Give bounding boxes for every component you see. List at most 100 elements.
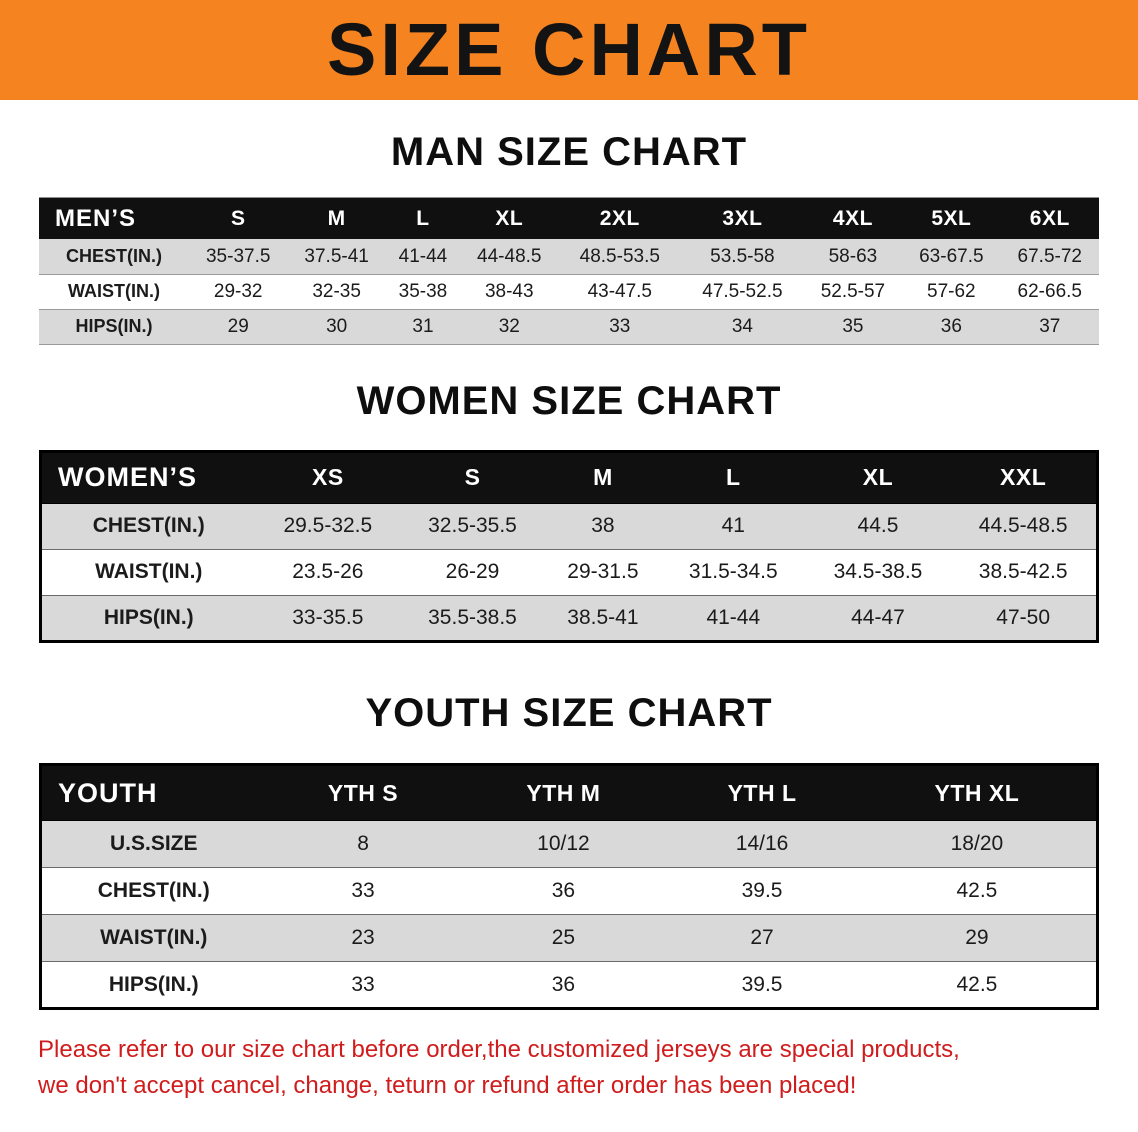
size-value: 44-48.5 [460,239,559,275]
size-value: 14/16 [666,820,858,868]
size-value: 48.5-53.5 [558,239,682,275]
women-size-section: WOMEN SIZE CHART WOMEN’S XS S M L XL XXL CHEST(… [0,379,1138,643]
size-value: 58-63 [803,239,903,275]
size-value: 18/20 [857,820,1098,868]
row-label: CHEST(IN.) [39,239,189,275]
disclaimer: Please refer to our size chart before or… [38,1032,1100,1104]
size-value: 38.5-41 [544,595,661,642]
size-column-header: 3XL [681,197,804,240]
size-value: 31 [385,309,461,345]
row-label: WAIST(IN.) [68,281,160,302]
measurement-row: HIPS(IN.) 33 36 39.5 42.5 [41,962,1098,1009]
size-value: 35 [803,309,903,345]
size-value: 29 [189,309,288,345]
size-column-header: 6XL [1000,197,1099,240]
measurement-row: CHEST(IN.) 35-37.5 37.5-41 41-44 44-48.5 48.5… [39,239,1099,275]
size-value: 53.5-58 [681,239,804,275]
size-column-header: 4XL [803,197,903,240]
size-column-header: YTH XL [857,764,1098,821]
row-label: HIPS(IN.) [39,309,189,345]
size-value: 38 [544,503,661,550]
size-value: 57-62 [927,280,976,302]
measurement-row: HIPS(IN.) 29 30 31 32 33 34 35 36 37 [39,309,1099,345]
size-value: 41-44 [660,595,806,642]
banner-title: SIZE CHART [327,8,811,91]
size-value: 63-67.5 [902,239,1001,275]
size-value: 34.5-38.5 [833,560,923,584]
size-value: 41-44 [385,239,461,275]
header-row: YOUTH YTH S YTH M YTH L YTH XL [40,764,1098,821]
size-column-header: L [660,451,806,504]
header-row: WOMEN’S XS S M L XL XXL [40,451,1098,504]
size-value: 52.5-57 [820,280,886,302]
size-value: 23 [265,914,461,962]
size-value: 33 [351,972,375,996]
size-value: 47.5-52.5 [702,280,783,302]
size-column-header: YTH S [265,764,461,821]
size-value: 44.5 [805,503,951,550]
size-column-header: L [385,197,461,240]
size-value: 67.5-72 [1000,239,1099,275]
men-section-heading: MAN SIZE CHART [390,130,748,174]
size-column-header: S [189,197,288,240]
size-value: 35-38 [398,280,448,302]
row-label: WAIST(IN.) [40,914,266,962]
size-value: 33 [558,309,682,345]
size-value: 44.5-48.5 [950,503,1098,550]
size-value: 29 [857,914,1098,962]
row-label: HIPS(IN.) [40,595,256,642]
size-value: 10/12 [460,820,667,868]
size-column-header: S [400,451,545,504]
size-value: 30 [287,309,386,345]
measurement-row: HIPS(IN.) 33-35.5 35.5-38.5 38.5-41 41-44 44-… [40,595,1098,642]
size-value: 35-37.5 [189,239,288,275]
measurement-row: CHEST(IN.) 29.5-32.5 32.5-35.5 38 41 44.5 44.5… [40,503,1098,550]
size-column-header: XS [255,451,401,504]
measurement-row: WAIST(IN.) 23 25 27 29 [40,914,1098,962]
table-title-cell: YOUTH [40,764,266,821]
size-value: 39.5 [741,972,783,996]
size-value: 43-47.5 [587,280,653,302]
size-column-header: XL [460,197,559,240]
youth-size-table: YOUTH YTH S YTH M YTH L YTH XL U.S.SIZE 8 10/12… [39,763,1099,1011]
size-value: 29.5-32.5 [255,503,401,550]
size-value: 38-43 [484,280,534,302]
row-label: U.S.SIZE [40,820,266,868]
size-value: 23.5-26 [292,560,364,584]
size-value: 33-35.5 [255,595,401,642]
header-row: MEN’S S M L XL 2XL 3XL 4XL 5XL 6XL [39,197,1099,240]
size-column-header: XXL [950,451,1098,504]
size-value: 39.5 [741,879,783,903]
size-value: 37.5-41 [287,239,386,275]
men-size-table: MEN’S S M L XL 2XL 3XL 4XL 5XL 6XL CHEST(IN.) 35-37… [39,196,1099,345]
size-column-header: M [544,451,661,504]
youth-size-section: YOUTH SIZE CHART YOUTH YTH S YTH M YTH L YTH… [0,691,1138,1011]
row-label: CHEST(IN.) [40,503,256,550]
size-column-header: YTH M [460,764,667,821]
size-value: 42.5 [956,879,998,903]
size-column-header: M [287,197,386,240]
measurement-row: WAIST(IN.) 29-32 32-35 35-38 38-43 43-47.5 47.… [39,274,1099,310]
size-value: 36 [551,879,576,903]
size-value: 42.5 [956,972,998,996]
size-chart-banner: SIZE CHART [0,0,1138,100]
size-value: 36 [902,309,1001,345]
size-value: 44-47 [805,595,951,642]
table-title-cell: WOMEN’S [40,451,256,504]
size-value: 32 [460,309,559,345]
measurement-row: WAIST(IN.) 23.5-26 26-29 29-31.5 31.5-34.5 34… [40,549,1098,596]
size-value: 36 [551,972,576,996]
size-value: 29-32 [213,280,263,302]
size-value: 47-50 [950,595,1098,642]
size-value: 26-29 [445,560,500,584]
men-size-section: MAN SIZE CHART MEN’S S M L XL 2XL 3XL 4XL 5XL 6XL… [0,130,1138,345]
size-value: 27 [666,914,858,962]
size-value: 62-66.5 [1017,280,1082,302]
row-label: CHEST(IN.) [97,879,210,903]
size-value: 41 [660,503,806,550]
size-value: 34 [681,309,804,345]
disclaimer-line-1: Please refer to our size chart before or… [38,1036,960,1064]
size-value: 8 [265,820,461,868]
row-label: HIPS(IN.) [108,972,199,996]
size-value: 32.5-35.5 [400,503,545,550]
